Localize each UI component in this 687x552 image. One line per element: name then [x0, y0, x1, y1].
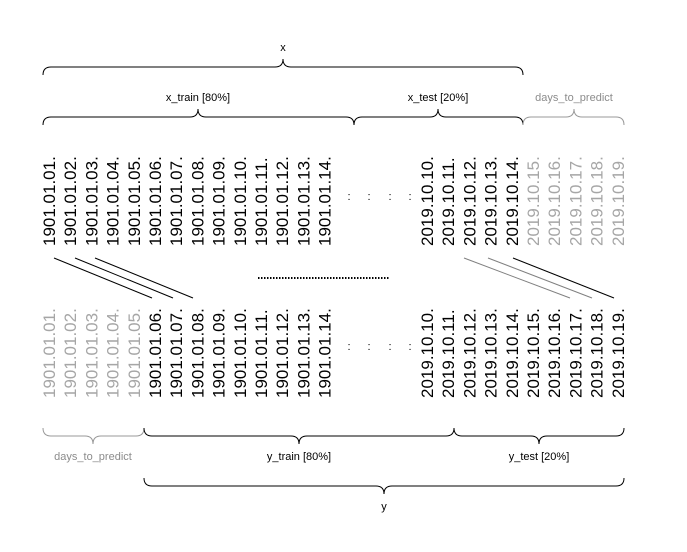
y-date: 2019.10.12.: [460, 308, 479, 398]
y-date: 2019.10.10.: [418, 308, 437, 398]
y-date: 1901.01.02.: [61, 308, 80, 398]
ellipsis-colon: :: [347, 341, 350, 353]
y-date: 1901.01.05.: [125, 308, 144, 398]
y-date: 2019.10.18.: [588, 308, 607, 398]
y-date: 2019.10.15.: [524, 308, 543, 398]
ellipsis-colon: :: [347, 191, 350, 203]
x-date: 1901.01.07.: [167, 156, 186, 246]
x-date: 2019.10.13.: [482, 156, 501, 246]
y-date: 1901.01.14.: [316, 308, 335, 398]
brace-y-test: [453, 427, 625, 445]
x-date: 2019.10.12.: [460, 156, 479, 246]
x-date: 1901.01.04.: [104, 156, 123, 246]
y-date: 1901.01.10.: [231, 308, 250, 398]
x-date: 2019.10.15.: [524, 156, 543, 246]
y-date: 2019.10.19.: [609, 308, 628, 398]
shift-line: [53, 257, 153, 299]
brace-x-test: [353, 108, 524, 126]
brace-y-train: [143, 427, 455, 445]
x-date: 1901.01.02.: [61, 156, 80, 246]
y-date: 1901.01.01.: [40, 308, 59, 398]
x-date: 2019.10.11.: [439, 157, 458, 246]
x-date: 2019.10.14.: [503, 156, 522, 246]
x-date: 1901.01.01.: [40, 156, 59, 246]
x-date-columns: 1901.01.01. 1901.01.02. 1901.01.03. 1901.01…: [40, 156, 628, 246]
x-date: 1901.01.03.: [82, 156, 101, 246]
y-date: 1901.01.04.: [104, 308, 123, 398]
x-date: 1901.01.09.: [210, 156, 229, 246]
ellipsis-colon: :: [388, 191, 391, 203]
label-days-to-predict-top: days_to_predict: [535, 92, 613, 104]
brace-y: [143, 477, 625, 495]
label-days-to-predict-bottom: days_to_predict: [54, 451, 132, 463]
x-date: 2019.10.10.: [418, 156, 437, 246]
shift-line: [94, 257, 194, 299]
shift-line: [74, 257, 174, 299]
brace-x-train: [42, 108, 355, 126]
y-date: 1901.01.12.: [273, 308, 292, 398]
x-date: 1901.01.11.: [252, 157, 271, 246]
x-date: 1901.01.12.: [273, 156, 292, 246]
x-date: 2019.10.17.: [566, 156, 585, 246]
x-date: 1901.01.10.: [231, 156, 250, 246]
label-x: x: [280, 42, 286, 54]
x-date: 2019.10.16.: [545, 156, 564, 246]
ellipsis-colon: :: [408, 341, 411, 353]
y-date: 1901.01.06.: [146, 308, 165, 398]
y-date-columns: 1901.01.01. 1901.01.02. 1901.01.03. 1901.01…: [40, 308, 628, 398]
y-date: 1901.01.11.: [252, 309, 271, 398]
brace-days-top: [522, 108, 625, 126]
y-date: 1901.01.13.: [294, 308, 313, 398]
y-date: 2019.10.14.: [503, 308, 522, 398]
shift-line: [512, 257, 615, 299]
x-date: 1901.01.14.: [316, 156, 335, 246]
label-x-test: x_test [20%]: [408, 92, 469, 104]
x-date: 1901.01.08.: [188, 156, 207, 246]
brace-days-bottom: [42, 427, 145, 445]
ellipsis-group: ::::::::: [347, 191, 411, 353]
shift-line: [463, 257, 571, 299]
x-date: 2019.10.18.: [588, 156, 607, 246]
x-date: 1901.01.13.: [294, 156, 313, 246]
y-date: 2019.10.16.: [545, 308, 564, 398]
y-date: 2019.10.13.: [482, 308, 501, 398]
x-date: 1901.01.06.: [146, 156, 165, 246]
ellipsis-colon: :: [367, 191, 370, 203]
x-date: 2019.10.19.: [609, 156, 628, 246]
label-y-train: y_train [80%]: [267, 451, 331, 463]
ellipsis-colon: :: [367, 341, 370, 353]
label-y: y: [381, 501, 387, 513]
y-date: 1901.01.07.: [167, 308, 186, 398]
label-x-train: x_train [80%]: [166, 92, 230, 104]
y-date: 1901.01.09.: [210, 308, 229, 398]
y-date: 1901.01.03.: [82, 308, 101, 398]
ellipsis-colon: :: [408, 191, 411, 203]
ellipsis-colon: :: [388, 341, 391, 353]
y-date: 1901.01.08.: [188, 308, 207, 398]
shift-line: [487, 257, 593, 299]
y-date: 2019.10.17.: [566, 308, 585, 398]
label-y-test: y_test [20%]: [509, 451, 570, 463]
y-date: 2019.10.11.: [439, 309, 458, 398]
x-date: 1901.01.05.: [125, 156, 144, 246]
brace-x: [42, 58, 524, 76]
